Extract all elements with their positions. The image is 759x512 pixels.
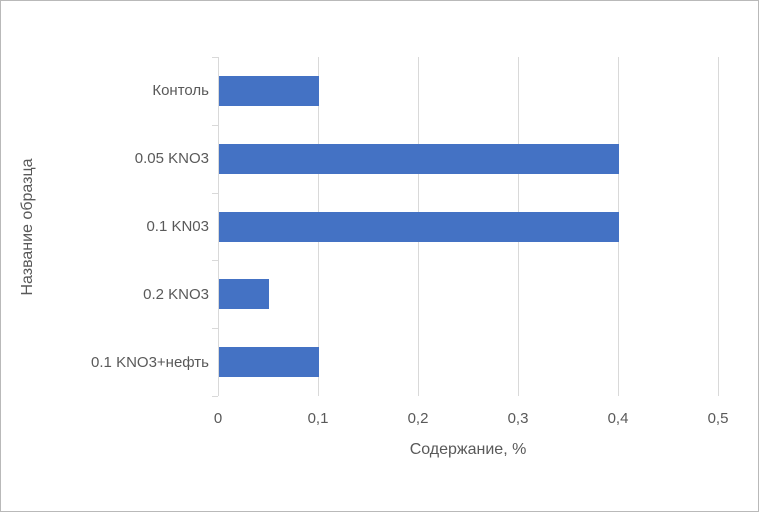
axis-tick-mark xyxy=(212,57,218,58)
axis-tick-mark xyxy=(212,193,218,194)
bar xyxy=(219,75,319,106)
axis-tick-mark xyxy=(212,125,218,126)
plot-area xyxy=(212,57,719,397)
bar xyxy=(219,347,319,378)
x-tick-label: 0,3 xyxy=(507,410,529,427)
x-tick-label: 0,4 xyxy=(607,410,629,427)
axis-tick-mark xyxy=(212,328,218,329)
category-label: 0.2 KNO3 xyxy=(143,285,209,303)
x-tick-label: 0,1 xyxy=(307,410,329,427)
x-tick-label: 0,2 xyxy=(407,410,429,427)
gridline xyxy=(718,57,719,396)
x-axis-title: Содержание, % xyxy=(409,441,527,458)
bar xyxy=(219,279,269,310)
category-label: 0.1 KN03 xyxy=(146,217,209,235)
x-tick-label: 0,5 xyxy=(707,410,729,427)
x-tick-label: 0 xyxy=(213,410,223,427)
bar xyxy=(219,211,619,242)
bar xyxy=(219,143,619,174)
axis-tick-mark xyxy=(212,396,218,397)
category-label: 0.05 KNO3 xyxy=(134,150,209,168)
category-label: 0.1 KNO3+нефть xyxy=(91,353,209,371)
axis-tick-mark xyxy=(212,260,218,261)
category-label: Контоль xyxy=(152,82,209,100)
category-axis-line xyxy=(218,57,219,396)
